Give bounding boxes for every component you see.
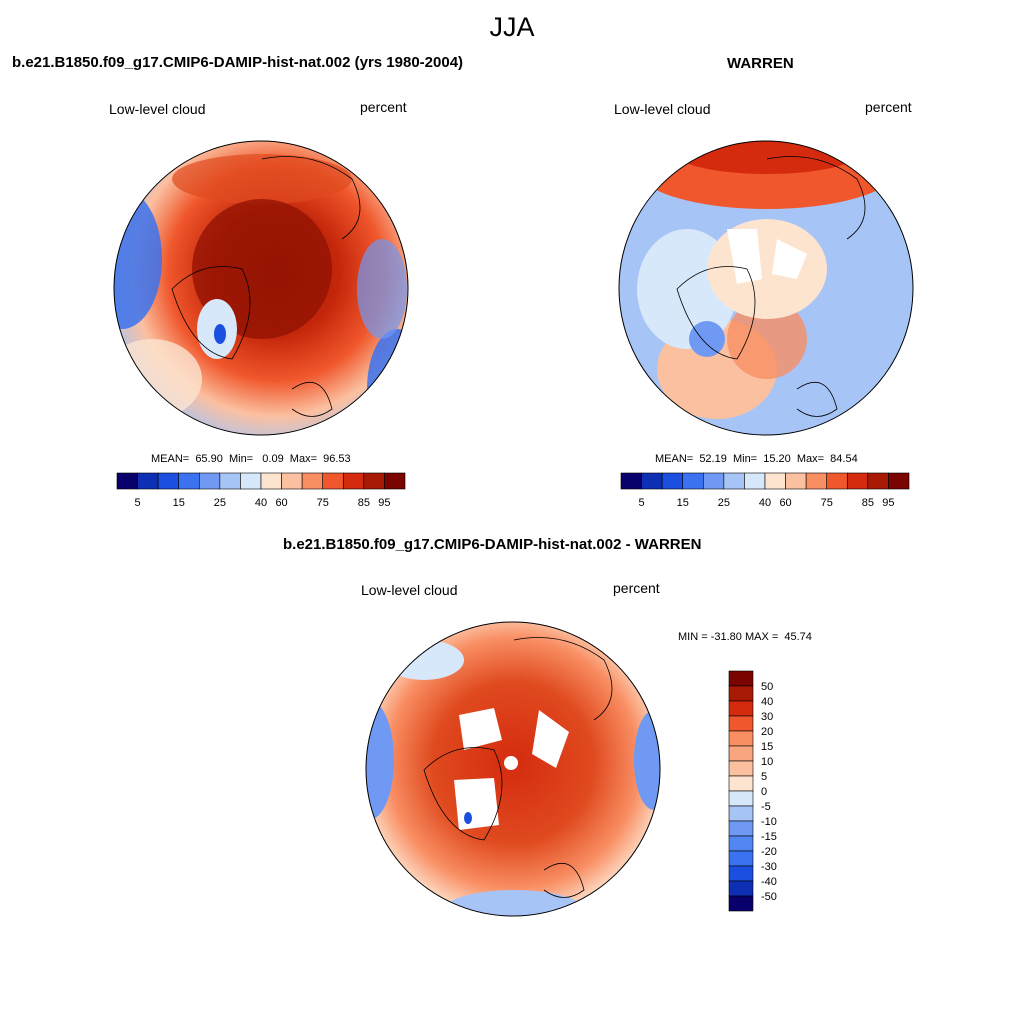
panel-3-variable-label: Low-level cloud: [361, 582, 458, 598]
colorbar-tick-label: 10: [761, 756, 773, 768]
colorbar-tick-label: 75: [317, 497, 329, 509]
colorbar-tick-label: 85: [358, 497, 370, 509]
colorbar-swatch: [867, 472, 889, 490]
colorbar-swatch: [805, 472, 828, 490]
panel-2-stats: MEAN= 52.19 Min= 15.20 Max= 84.54: [655, 453, 858, 465]
colorbar-swatch: [240, 472, 262, 490]
colorbar-swatch: [661, 472, 684, 490]
colorbar-tick-label: 20: [761, 726, 773, 738]
colorbar-swatch: [620, 472, 642, 490]
panel-3-title: b.e21.B1850.f09_g17.CMIP6-DAMIP-hist-nat…: [283, 536, 702, 553]
colorbar-tick-label: 25: [214, 497, 226, 509]
colorbar-tick-label: -20: [761, 846, 777, 858]
panel-3-units-label: percent: [613, 580, 660, 596]
colorbar-swatch: [728, 880, 754, 897]
colorbar-swatch: [785, 472, 807, 490]
colorbar-swatch: [728, 670, 754, 687]
colorbar-swatch: [219, 472, 241, 490]
panel-1-variable-label: Low-level cloud: [109, 101, 206, 117]
colorbar-swatch: [702, 472, 725, 490]
colorbar-tick-label: 60: [779, 497, 791, 509]
colorbar-tick-label: 95: [378, 497, 390, 509]
colorbar-swatch: [728, 730, 754, 747]
colorbar-swatch: [728, 715, 754, 732]
colorbar-tick-label: 0: [761, 786, 767, 798]
colorbar-tick-label: -30: [761, 861, 777, 873]
panel-1-polar-map: [113, 140, 409, 436]
colorbar-swatch: [322, 472, 344, 490]
colorbar-swatch: [363, 472, 385, 490]
colorbar-tick-label: -40: [761, 876, 777, 888]
colorbar-swatch: [301, 472, 324, 490]
colorbar-swatch: [846, 472, 869, 490]
colorbar-tick-label: -50: [761, 891, 777, 903]
colorbar-tick-label: 5: [761, 771, 767, 783]
colorbar-swatch: [744, 472, 766, 490]
colorbar-tick-label: 25: [718, 497, 730, 509]
colorbar-swatch: [728, 865, 754, 882]
colorbar-swatch: [198, 472, 221, 490]
colorbar-tick-label: 15: [761, 741, 773, 753]
colorbar-tick-label: 60: [275, 497, 287, 509]
colorbar-swatch: [260, 472, 282, 490]
panel-1-units-label: percent: [360, 99, 407, 115]
colorbar-tick-label: 5: [639, 497, 645, 509]
colorbar-swatch: [888, 472, 910, 490]
colorbar-tick-label: 40: [255, 497, 267, 509]
colorbar-tick-label: 85: [862, 497, 874, 509]
colorbar-tick-label: -5: [761, 801, 771, 813]
colorbar-tick-label: 40: [759, 497, 771, 509]
colorbar-swatch: [728, 820, 754, 837]
panel-2-units-label: percent: [865, 99, 912, 115]
colorbar-tick-label: 40: [761, 696, 773, 708]
colorbar-swatch: [728, 895, 754, 912]
colorbar-swatch: [728, 775, 754, 792]
colorbar-swatch: [178, 472, 200, 490]
colorbar-tick-label: -15: [761, 831, 777, 843]
colorbar-swatch: [728, 700, 754, 717]
colorbar-swatch: [728, 805, 754, 822]
colorbar-swatch: [723, 472, 745, 490]
colorbar-tick-label: 30: [761, 711, 773, 723]
colorbar-swatch: [728, 760, 754, 777]
colorbar-swatch: [764, 472, 786, 490]
colorbar-tick-label: 15: [173, 497, 185, 509]
colorbar-swatch: [137, 472, 159, 490]
colorbar-swatch: [342, 472, 365, 490]
colorbar-swatch: [728, 835, 754, 852]
colorbar-swatch: [728, 745, 754, 762]
panel-1-title: b.e21.B1850.f09_g17.CMIP6-DAMIP-hist-nat…: [12, 54, 464, 71]
colorbar-swatch: [384, 472, 406, 490]
colorbar-swatch: [116, 472, 138, 490]
colorbar-tick-label: 15: [677, 497, 689, 509]
colorbar-swatch: [641, 472, 663, 490]
colorbar-tick-label: -10: [761, 816, 777, 828]
colorbar-swatch: [682, 472, 704, 490]
colorbar-swatch: [281, 472, 303, 490]
colorbar-swatch: [157, 472, 180, 490]
panel-2-polar-map: [618, 140, 914, 436]
colorbar-swatch: [728, 685, 754, 702]
colorbar-tick-label: 95: [882, 497, 894, 509]
colorbar-tick-label: 50: [761, 681, 773, 693]
panel-3-stats: MIN = -31.80 MAX = 45.74: [678, 631, 812, 643]
colorbar-tick-label: 5: [135, 497, 141, 509]
panel-2-title: WARREN: [727, 55, 794, 72]
colorbar-swatch: [728, 850, 754, 867]
panel-2-colorbar: 5 15 25 40 60 75 85 95: [620, 472, 910, 509]
panel-3-polar-map: [365, 621, 661, 917]
panel-2-variable-label: Low-level cloud: [614, 101, 711, 117]
panel-1-colorbar: 5 15 25 40 60 75 85 95: [116, 472, 406, 509]
panel-1-stats: MEAN= 65.90 Min= 0.09 Max= 96.53: [151, 453, 351, 465]
colorbar-swatch: [728, 790, 754, 807]
figure-title: JJA: [489, 12, 535, 42]
colorbar-swatch: [826, 472, 848, 490]
colorbar-tick-label: 75: [821, 497, 833, 509]
